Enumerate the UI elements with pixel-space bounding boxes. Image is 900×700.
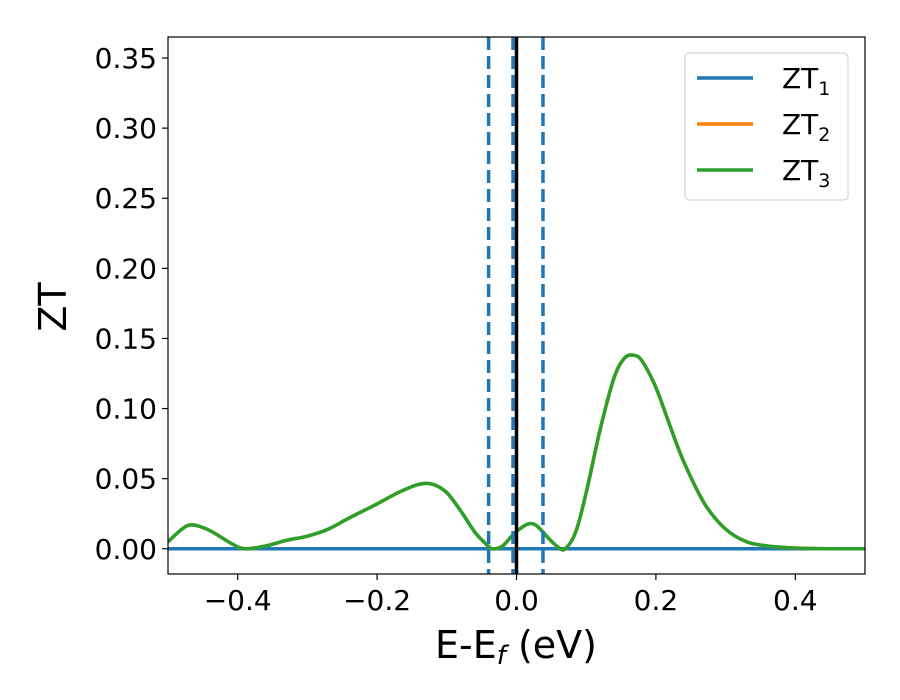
y-tick-label: 0.35 [95, 42, 157, 75]
y-tick-label: 0.10 [95, 393, 157, 426]
x-tick-label: −0.4 [204, 584, 272, 617]
x-tick-label: 0.4 [773, 584, 818, 617]
x-tick-label: −0.2 [343, 584, 411, 617]
x-tick-label: 0.2 [634, 584, 679, 617]
legend-label-zt3: ZT3 [782, 154, 830, 192]
y-tick-label: 0.00 [95, 533, 157, 566]
y-axis-ticks: 0.00 0.05 0.10 0.15 0.20 0.25 0.30 0.35 [95, 42, 168, 566]
legend-box [684, 52, 849, 201]
y-tick-label: 0.15 [95, 322, 157, 355]
x-axis-label-main: E-E [435, 623, 497, 667]
series-line-zt3 [168, 353, 865, 552]
y-tick-label: 0.20 [95, 252, 157, 285]
x-axis-ticks: −0.4 −0.2 0.0 0.2 0.4 [204, 574, 818, 617]
x-axis-label: E-Ef (eV) [435, 623, 597, 671]
y-tick-label: 0.05 [95, 463, 157, 496]
y-tick-label: 0.25 [95, 182, 157, 215]
legend-label-zt1: ZT1 [782, 62, 830, 100]
x-axis-label-unit: (eV) [506, 623, 597, 667]
plot-area [168, 37, 865, 574]
y-axis-label: ZT [31, 282, 75, 332]
x-tick-label: 0.0 [494, 584, 539, 617]
y-tick-label: 0.30 [95, 112, 157, 145]
legend: ZT1 ZT2 ZT3 [684, 52, 849, 201]
legend-label-zt2: ZT2 [782, 108, 830, 146]
